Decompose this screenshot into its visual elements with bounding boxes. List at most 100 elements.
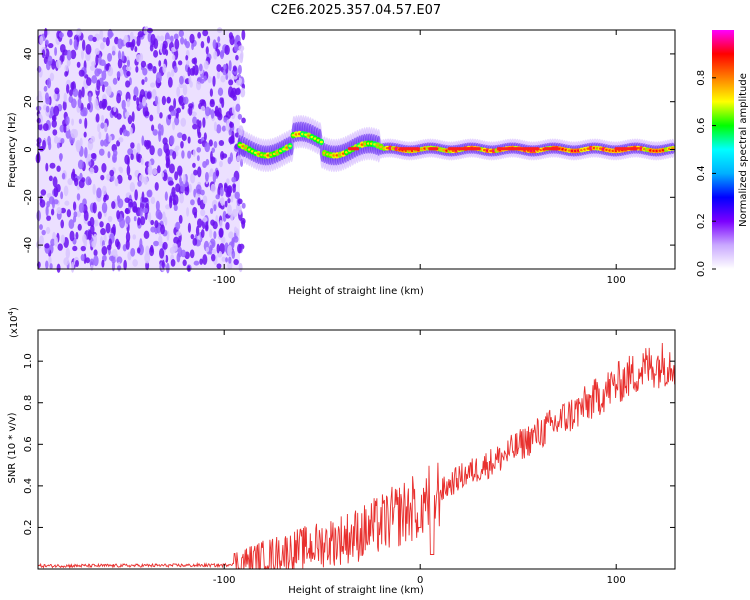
noise-speckle: [172, 121, 176, 131]
noise-speckle: [72, 88, 79, 98]
noise-speckle: [78, 202, 85, 213]
noise-speckle: [121, 50, 125, 62]
noise-speckle: [135, 65, 139, 73]
noise-speckle: [89, 258, 95, 267]
noise-speckle: [48, 175, 53, 182]
noise-speckle: [125, 215, 131, 225]
noise-speckle: [141, 191, 145, 203]
noise-speckle: [208, 108, 212, 115]
noise-speckle: [197, 166, 202, 178]
noise-speckle: [216, 71, 221, 79]
noise-speckle: [237, 243, 242, 254]
noise-speckle: [160, 124, 164, 136]
noise-speckle: [165, 204, 171, 210]
noise-speckle: [161, 95, 167, 106]
noise-speckle: [204, 142, 211, 153]
noise-speckle: [198, 63, 203, 72]
noise-speckle: [148, 212, 152, 223]
noise-speckle: [235, 103, 241, 113]
signal-core-peak: [288, 144, 292, 148]
noise-speckle: [212, 75, 216, 87]
noise-speckle: [219, 160, 223, 168]
colorbar-label: Normalized spectral amplitude: [738, 73, 749, 227]
noise-speckle: [60, 137, 65, 144]
noise-speckle: [100, 42, 105, 50]
noise-speckle: [105, 63, 110, 71]
snr-series-line: [37, 342, 676, 570]
noise-speckle: [75, 259, 79, 267]
noise-speckle: [53, 93, 58, 101]
noise-speckle: [43, 85, 48, 92]
noise-speckle: [63, 92, 67, 103]
noise-speckle: [173, 204, 178, 212]
noise-speckle: [190, 172, 196, 184]
noise-speckle: [94, 219, 99, 227]
noise-speckle: [162, 241, 168, 250]
noise-speckle: [134, 46, 138, 53]
noise-speckle: [159, 112, 163, 119]
snr-x-tick-label: -100: [213, 575, 236, 586]
noise-speckle: [36, 210, 41, 222]
noise-speckle: [108, 238, 112, 248]
noise-speckle: [219, 220, 223, 228]
noise-speckle: [150, 33, 156, 46]
noise-speckle: [99, 29, 104, 40]
noise-speckle: [161, 43, 167, 56]
noise-speckle: [90, 152, 97, 159]
noise-speckle: [78, 118, 82, 125]
noise-speckle: [125, 41, 131, 48]
noise-speckle: [93, 255, 99, 267]
noise-speckle: [126, 98, 131, 108]
noise-speckle: [87, 229, 92, 241]
spectrogram-y-label: Frequency (Hz): [7, 112, 18, 188]
noise-speckle: [133, 216, 137, 222]
noise-speckle: [129, 127, 133, 135]
snr-x-label: Height of straight line (km): [288, 585, 424, 596]
noise-speckle: [124, 207, 129, 214]
noise-speckle: [46, 77, 52, 89]
noise-speckle: [162, 63, 167, 74]
noise-speckle: [47, 42, 54, 49]
noise-speckle: [139, 238, 143, 250]
noise-speckle: [216, 243, 220, 254]
noise-speckle: [181, 150, 185, 159]
noise-speckle: [154, 220, 159, 228]
noise-speckle: [45, 162, 49, 172]
noise-speckle: [178, 30, 184, 38]
noise-speckle: [220, 75, 226, 83]
noise-speckle: [105, 88, 111, 95]
noise-speckle: [60, 207, 66, 214]
noise-speckle: [85, 176, 92, 186]
noise-speckle: [224, 44, 230, 56]
noise-speckle: [203, 132, 207, 141]
spectrogram-ticks: -100 100 -40 -20 0 20 40: [23, 30, 675, 286]
noise-speckle: [222, 64, 227, 70]
noise-speckle: [54, 87, 60, 95]
noise-speckle: [98, 131, 102, 140]
noise-speckle: [46, 215, 52, 221]
noise-speckle: [125, 80, 131, 88]
noise-speckle: [152, 168, 158, 176]
noise-speckle: [143, 230, 150, 240]
noise-speckle: [117, 265, 122, 271]
noise-speckle: [192, 162, 196, 168]
noise-speckle: [54, 46, 58, 57]
signal-peak: [434, 147, 438, 151]
noise-speckle: [64, 71, 68, 77]
noise-speckle: [227, 261, 233, 270]
noise-speckle: [147, 62, 153, 70]
noise-speckle: [85, 77, 92, 86]
noise-speckle: [63, 185, 69, 197]
noise-speckle: [164, 216, 168, 226]
noise-speckle: [210, 253, 216, 262]
noise-speckle: [232, 95, 237, 101]
noise-speckle: [101, 84, 105, 93]
noise-speckle: [64, 200, 70, 206]
noise-speckle: [205, 246, 210, 253]
noise-speckle: [62, 100, 67, 111]
noise-speckle: [40, 189, 47, 196]
noise-speckle: [129, 182, 135, 192]
noise-speckle: [198, 120, 202, 129]
noise-speckle: [178, 214, 183, 224]
noise-speckle: [228, 256, 232, 264]
